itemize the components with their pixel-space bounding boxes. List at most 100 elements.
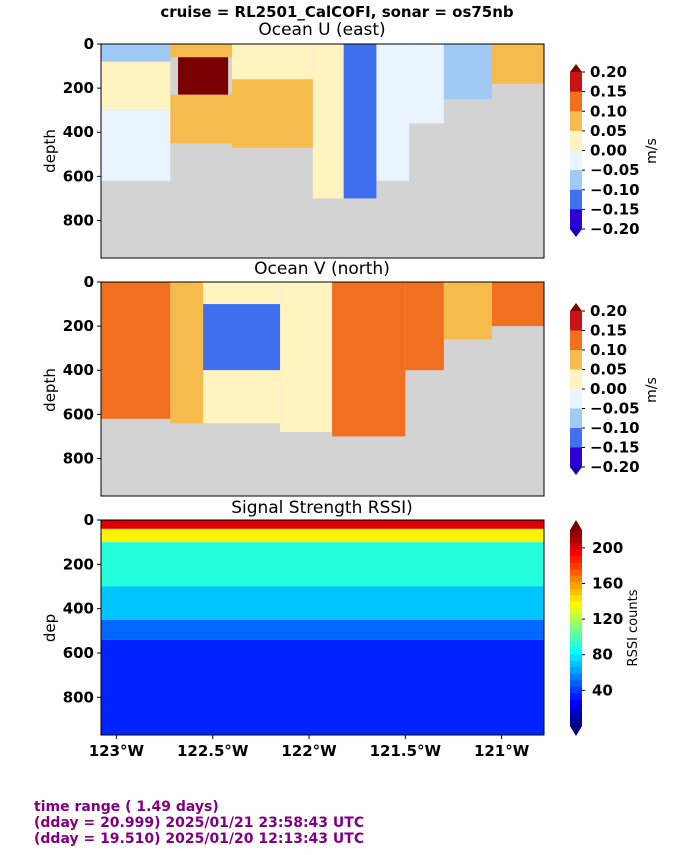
colorbar-segment: [570, 699, 582, 707]
x-tick-label: 121.5°W: [370, 742, 442, 760]
colorbar-segment: [570, 549, 582, 557]
colorbar-v: 0.20 0.150.10 0.050.00 −0.05−0.10 −0.15−0.20: [570, 302, 640, 476]
footer-line-2: (dday = 20.999) 2025/01/21 23:58:43 UTC: [34, 815, 364, 831]
ylabel: depth: [41, 368, 59, 412]
y-tick-label: 200: [63, 317, 94, 335]
heatmap-cell: [203, 282, 281, 305]
colorbar-segment: [570, 130, 582, 151]
axes-frame: [100, 519, 545, 736]
heatmap-cell: [443, 282, 492, 340]
colorbar-segment: [570, 686, 582, 694]
heatmap-cell: [343, 44, 377, 199]
colorbar-segment: [570, 91, 582, 112]
colorbar-segment: [570, 350, 582, 370]
colorbar-segment: [570, 647, 582, 655]
colorbar-rssi: 200 160 120 80 40: [570, 520, 623, 736]
axes-frame: [100, 43, 545, 259]
colorbar-tick-label: 80: [592, 646, 613, 664]
colorbar-segment: [570, 693, 582, 701]
rssi-layer: [101, 639, 544, 735]
colorbar-tick-label: 0.00: [590, 142, 627, 160]
y-tick-label: 400: [63, 600, 94, 618]
colorbar-segment: [570, 543, 582, 551]
colorbar-tick-label: 160: [592, 574, 623, 592]
colorbar-segment: [570, 389, 582, 409]
rssi-layer: [101, 542, 544, 587]
footer: time range ( 1.49 days) (dday = 20.999) …: [34, 799, 364, 847]
colorbar-extend-max: [570, 303, 582, 311]
rssi-layer: [101, 520, 544, 529]
ylabel: depth: [41, 129, 59, 173]
colorbar-segment: [570, 628, 582, 636]
heatmap-cell: [231, 44, 313, 80]
heatmap-cell: [170, 44, 232, 58]
colorbar-segment: [570, 408, 582, 429]
y-tick-label: 600: [63, 167, 94, 185]
colorbar-tick-label: −0.10: [590, 181, 640, 199]
colorbar-tick-label: −0.05: [590, 161, 640, 179]
colorbar-segment: [570, 673, 582, 681]
colorbar-segment: [570, 660, 582, 668]
heatmap-cell: [491, 44, 544, 84]
colorbar-segment: [570, 582, 582, 590]
heatmap-cell: [443, 44, 492, 100]
colorbar-segment: [570, 562, 582, 570]
colorbar-tick-label: −0.20: [590, 458, 640, 476]
colorbar-extend-max: [570, 64, 582, 72]
colorbar-tick-label: 40: [592, 681, 613, 699]
heatmap-v: [100, 281, 545, 497]
y-tick-label: 200: [63, 555, 94, 573]
colorbar-tick-label: 0.10: [590, 102, 627, 120]
colorbar-segment: [570, 719, 582, 727]
rssi-layer: [101, 619, 544, 640]
axes-frame: [100, 281, 545, 497]
colorbar-segment: [570, 601, 582, 609]
colorbar-segment: [570, 588, 582, 596]
colorbar-tick-label: −0.10: [590, 419, 640, 437]
colorbar-segment: [570, 530, 582, 538]
heatmap-cell: [203, 304, 281, 371]
x-tick-label: 121°W: [474, 742, 530, 760]
colorbar-segment: [570, 170, 582, 191]
colorbar-segment: [570, 634, 582, 642]
rssi-layer: [101, 586, 544, 620]
colorbar-segment: [570, 569, 582, 577]
colorbar-segment: [570, 556, 582, 564]
y-tick-label: 200: [63, 79, 94, 97]
colorbar-tick-label: −0.05: [590, 400, 640, 418]
colorbar-segment: [570, 369, 582, 390]
colorbar-extend-min: [570, 467, 582, 475]
colorbar-segment: [570, 712, 582, 720]
footer-line-1: time range ( 1.49 days): [34, 799, 219, 815]
heatmap-cell: [376, 44, 410, 181]
footer-line-3: (dday = 19.510) 2025/01/20 12:13:43 UTC: [34, 831, 364, 847]
colorbar-tick-label: −0.15: [590, 439, 640, 457]
colorbar-segment: [570, 330, 582, 351]
colorbar-tick-label: 0.20: [590, 63, 627, 81]
x-tick-label: 123°W: [89, 742, 145, 760]
x-tick-label: 122.5°W: [177, 742, 249, 760]
colorbar-segment: [570, 536, 582, 544]
rssi-layer: [101, 528, 544, 543]
colorbar-segment: [570, 667, 582, 675]
colorbar-segment: [570, 706, 582, 714]
colorbar-tick-label: 0.05: [590, 361, 627, 379]
colorbar-segment: [570, 209, 582, 230]
colorbar-segment: [570, 189, 582, 210]
colorbar-tick-label: 0.15: [590, 83, 627, 101]
panel-title: Ocean V (north): [254, 259, 390, 279]
colorbar-tick-label: 0.15: [590, 322, 627, 340]
panel-title: Ocean U (east): [258, 20, 385, 40]
y-tick-label: 800: [63, 688, 94, 706]
y-tick-label: 0: [84, 511, 94, 529]
colorbar-tick-label: 0.10: [590, 341, 627, 359]
heatmap-cell: [170, 94, 232, 144]
colorbar-segment: [570, 621, 582, 629]
colorbar-extend-min: [570, 229, 582, 237]
colorbar-tick-label: −0.15: [590, 200, 640, 218]
heatmap-cell: [101, 282, 171, 419]
colorbar-tick-label: 0.20: [590, 302, 627, 320]
colorbar-segment: [570, 428, 582, 448]
